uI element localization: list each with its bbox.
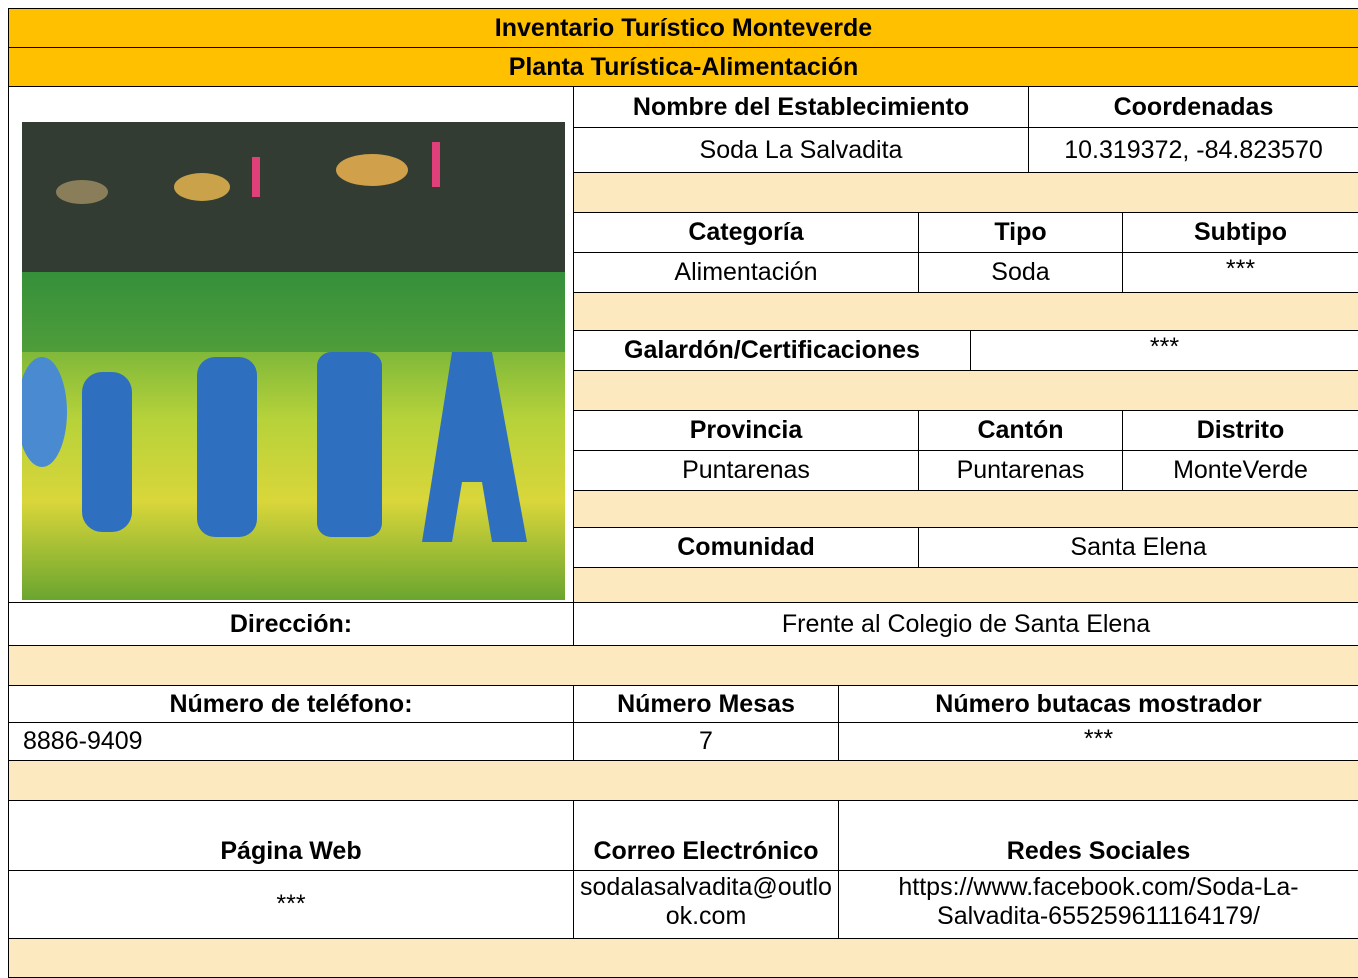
title: Inventario Turístico Monteverde [8, 8, 1358, 48]
spacer [8, 645, 1358, 686]
label: Página Web [8, 800, 574, 871]
label: Provincia [573, 410, 919, 451]
spacer [573, 490, 1358, 528]
value: Puntarenas [573, 450, 919, 491]
value: Santa Elena [918, 527, 1358, 568]
label: Redes Sociales [838, 800, 1358, 871]
label: Número Mesas [573, 685, 839, 723]
label: Subtipo [1122, 212, 1358, 253]
value: 7 [573, 722, 839, 761]
label: Correo Electrónico [573, 800, 839, 871]
value: *** [970, 330, 1358, 371]
label: Coordenadas [1028, 86, 1358, 128]
label: Nombre del Establecimiento [573, 86, 1029, 128]
value: *** [8, 870, 574, 939]
spacer [573, 292, 1358, 331]
value: Puntarenas [918, 450, 1123, 491]
label: Dirección: [8, 602, 574, 646]
value: *** [838, 722, 1358, 761]
spacer [573, 370, 1358, 411]
value: Soda [918, 252, 1123, 293]
value: Frente al Colegio de Santa Elena [573, 602, 1358, 646]
label: Tipo [918, 212, 1123, 253]
label: Número de teléfono: [8, 685, 574, 723]
spacer [8, 938, 1358, 978]
value: 10.319372, -84.823570 [1028, 127, 1358, 173]
label: Cantón [918, 410, 1123, 451]
subtitle: Planta Turística-Alimentación [8, 47, 1358, 87]
value: https://www.facebook.com/Soda-La-Salvadi… [838, 870, 1358, 939]
label: Galardón/Certificaciones [573, 330, 971, 371]
value: sodalasalvadita@outlook.com [573, 870, 839, 939]
value: Soda La Salvadita [573, 127, 1029, 173]
label: Comunidad [573, 527, 919, 568]
label: Número butacas mostrador [838, 685, 1358, 723]
photo [22, 122, 565, 600]
label: Categoría [573, 212, 919, 253]
value: MonteVerde [1122, 450, 1358, 491]
label: Distrito [1122, 410, 1358, 451]
spacer [8, 760, 1358, 801]
value: Alimentación [573, 252, 919, 293]
value: 8886-9409 [8, 722, 574, 761]
spacer [573, 567, 1358, 603]
spacer [573, 172, 1358, 213]
value: *** [1122, 252, 1358, 293]
